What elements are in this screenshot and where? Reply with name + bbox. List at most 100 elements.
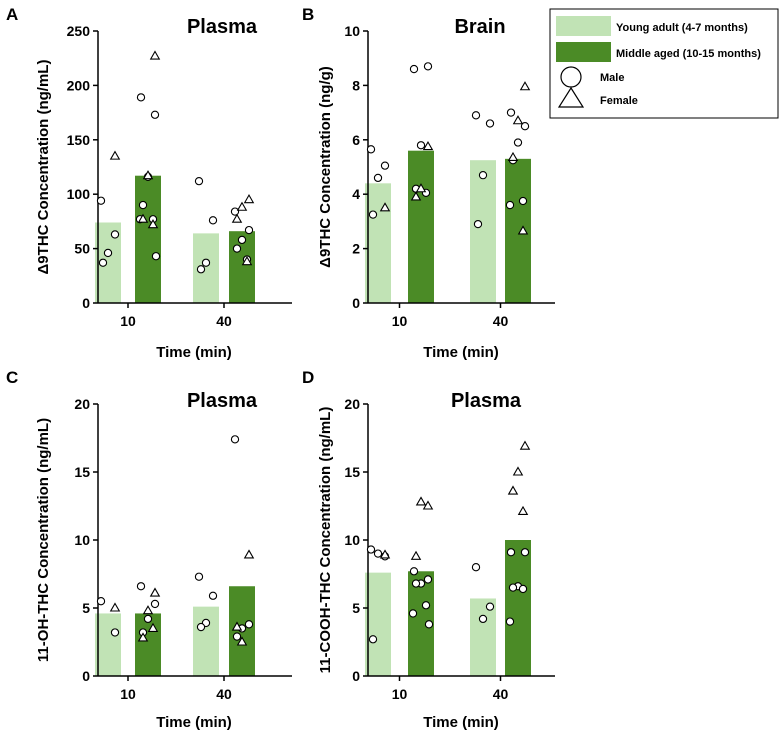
x-tick-label: 10 [392,313,408,329]
female-point [512,466,524,476]
female-point [507,485,519,495]
panel-a: A Plasma Δ9THC Concentration (ng/mL) Time (… [6,5,292,361]
female-point [137,632,149,642]
female-point [149,50,161,60]
male-point [411,579,421,588]
male-point [368,635,378,644]
female-point [109,150,121,160]
x-tick-label: 10 [392,686,408,702]
y-tick-label: 100 [67,186,91,202]
y-tick-label: 10 [74,532,90,548]
x-tick-label: 10 [120,313,136,329]
y-axis-label: 11-COOH-THC Concentration (ng/mL) [317,407,334,674]
male-point [110,230,120,239]
male-point [136,93,146,102]
panel-c: C Plasma 11-OH-THC Concentration (ng/mL) Ti… [6,368,292,731]
legend-young-swatch [556,16,611,36]
y-tick-label: 8 [352,77,360,93]
male-point [244,620,254,629]
y-tick-label: 6 [352,132,360,148]
female-point [109,602,121,612]
male-point [136,582,146,591]
male-point [380,161,390,170]
y-tick-label: 0 [352,668,360,684]
x-tick-label: 40 [493,686,509,702]
y-tick-label: 5 [82,600,90,616]
legend-male-icon [560,66,582,88]
y-tick-label: 10 [344,532,360,548]
y-tick-label: 15 [344,464,360,480]
male-point [485,602,495,611]
bar [193,233,219,303]
panel-title: Plasma [451,390,522,412]
male-point [409,567,419,576]
male-point [194,176,204,186]
legend-middle-swatch [556,42,611,62]
panel-letter: A [6,5,18,24]
y-axis-label: 11-OH-THC Concentration (ng/mL) [35,418,52,662]
male-point [103,248,113,258]
male-point [194,572,204,581]
male-point [424,620,434,629]
female-point [231,621,243,631]
bar [505,540,531,676]
male-point [150,110,160,119]
male-point [98,258,108,267]
male-point [485,119,495,128]
panel-b: B Brain Δ9THC Concentration (ng/g) Time (mi… [302,5,555,361]
female-point [517,505,529,515]
male-point [473,219,483,229]
female-point [410,550,422,560]
male-point [513,138,523,147]
female-point [243,194,255,204]
male-point [471,111,481,120]
panel-title: Plasma [187,390,258,412]
panels: A Plasma Δ9THC Concentration (ng/mL) Time (… [6,5,555,731]
female-point [507,151,519,162]
male-point [244,225,254,235]
x-axis-label: Time (min) [156,714,232,731]
male-point [96,196,106,205]
male-point [408,609,418,618]
male-point [416,141,426,150]
x-tick-label: 40 [216,686,232,702]
bar [135,175,161,303]
bar [135,613,161,676]
male-point [520,122,530,131]
male-point [366,145,376,154]
female-point [243,549,255,559]
male-point [506,108,516,117]
male-point [151,252,161,261]
male-point [96,597,106,606]
male-point [373,173,383,183]
bar [193,606,219,676]
male-point [208,216,218,225]
male-point [232,632,242,641]
female-point [147,622,159,632]
female-point [241,256,253,266]
male-point [518,196,528,206]
male-point [423,575,433,584]
female-point [422,140,434,151]
male-point [143,614,153,624]
legend-male-label: Male [600,72,624,84]
male-point [423,62,433,71]
male-point [232,244,242,253]
legend: Young adult (4-7 months) Middle aged (10… [549,8,779,119]
bar [95,613,121,676]
panel-d: D Plasma 11-COOH-THC Concentration (ng/mL)… [302,368,555,731]
y-axis-label: Δ9THC Concentration (ng/mL) [35,60,52,275]
legend-young-label: Young adult (4-7 months) [616,22,748,34]
x-axis-label: Time (min) [423,714,499,731]
female-point [379,549,391,559]
female-point [231,213,243,223]
male-point [366,545,376,554]
female-point [149,587,161,597]
y-tick-label: 0 [82,668,90,684]
panel-letter: B [302,5,314,24]
bar [505,158,531,303]
male-point [150,599,160,609]
male-point [138,200,148,210]
female-point [236,201,248,211]
